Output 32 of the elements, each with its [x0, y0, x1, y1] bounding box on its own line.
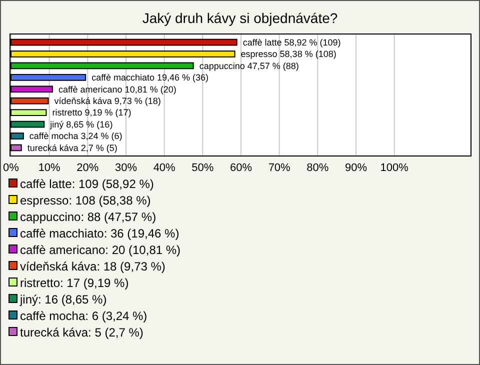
x-tick-label: 30%: [114, 162, 138, 174]
text: turecká káva: 5 (2,7 %): [20, 326, 144, 340]
data-label: ristretto 9,19 % (17): [52, 108, 132, 118]
data-label: caffè americano 10,81 % (20): [58, 84, 176, 94]
x-tick-label: 100%: [380, 162, 409, 174]
x-tick-label: 20%: [76, 162, 99, 174]
text: caffè macchiato: 36 (19,46 %): [20, 226, 180, 240]
text: caffè mocha: 6 (3,24 %): [20, 309, 148, 323]
x-tick-label: 0%: [3, 162, 20, 174]
data-label: caffè mocha 3,24 % (6): [29, 131, 122, 142]
text: espresso: 108 (58,38 %): [20, 194, 151, 208]
x-tick-label: 50%: [192, 162, 214, 174]
x-tick-label: 40%: [153, 162, 176, 174]
data-label: caffè latte 58,92 % (109): [242, 37, 341, 48]
x-tick-label: 90%: [344, 162, 368, 174]
x-tick-label: 60%: [230, 162, 252, 174]
chart-title: Jaký druh kávy si objednáváte?: [142, 10, 338, 26]
data-label: cappuccino 47,57 % (88): [199, 60, 299, 71]
text: caffè americano: 20 (10,81 %): [20, 243, 181, 257]
x-tick-label: 10%: [38, 162, 61, 174]
text: cappuccino: 88 (47,57 %): [20, 210, 156, 224]
text: ristretto: 17 (9,19 %): [20, 276, 129, 290]
text: jiný: 16 (8,65 %): [19, 292, 107, 306]
text: caffè latte: 109 (58,92 %): [20, 177, 154, 191]
data-label: vídeňská káva 9,73 % (18): [54, 96, 161, 106]
data-label: jiný 8,65 % (16): [49, 119, 113, 130]
x-tick-label: 80%: [306, 162, 329, 174]
data-label: caffè macchiato 19,46 % (36): [92, 72, 209, 83]
data-label: espresso 58,38 % (108): [240, 49, 336, 60]
text: vídeňská káva: 18 (9,73 %): [20, 260, 166, 274]
data-label: turecká káva 2,7 % (5): [27, 142, 118, 153]
x-tick-label: 70%: [268, 162, 291, 174]
